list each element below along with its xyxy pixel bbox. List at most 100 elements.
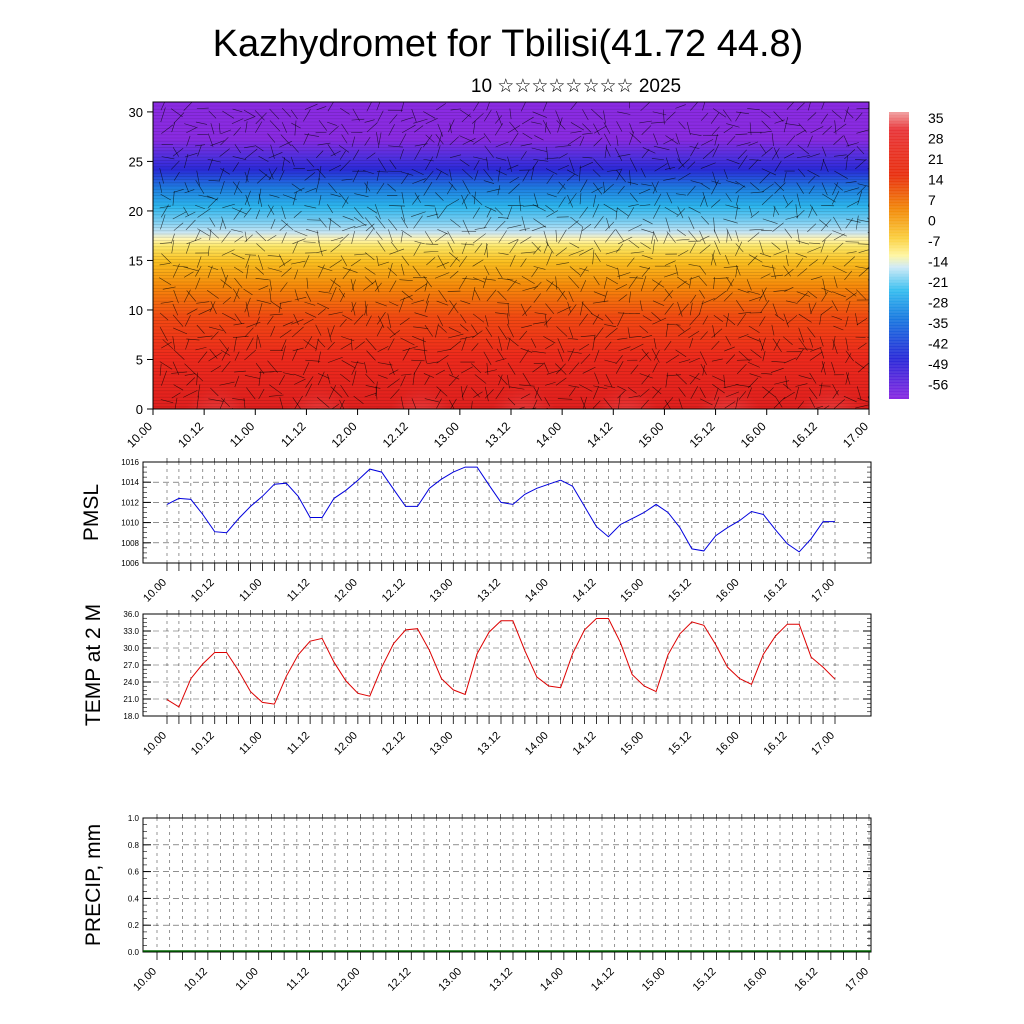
x-tick-label: 12.00 bbox=[335, 966, 363, 994]
y-tick-label: 18.0 bbox=[123, 712, 139, 721]
x-tick-label: 13.12 bbox=[475, 577, 503, 605]
y-tick-label: 24.0 bbox=[123, 678, 139, 687]
x-tick-label: 16.12 bbox=[792, 966, 820, 994]
x-tick-label: 11.12 bbox=[284, 966, 311, 993]
y-tick-label: 1008 bbox=[121, 539, 139, 548]
heatmap-contours bbox=[153, 102, 869, 409]
y-axis-label: TEMP at 2 M bbox=[82, 604, 105, 726]
colorbar-label: 7 bbox=[928, 192, 936, 208]
colorbar-label: 35 bbox=[928, 110, 944, 126]
x-tick-label: 17.00 bbox=[809, 577, 837, 605]
y-tick-label: 1014 bbox=[121, 478, 139, 487]
heatmap-y-tick-label: 15 bbox=[129, 253, 143, 268]
heatmap-x-tick-label: 14.00 bbox=[533, 419, 564, 450]
x-tick-label: 11.00 bbox=[237, 730, 264, 757]
y-tick-label: 0.6 bbox=[128, 868, 140, 877]
y-tick-label: 30.0 bbox=[123, 644, 139, 653]
y-tick-label: 0.2 bbox=[128, 921, 140, 930]
heatmap-panel: 0 5 10 15 20 25 30 10.00 10.12 11.00 11.12 12.00 12… bbox=[124, 101, 871, 450]
x-tick-label: 16.00 bbox=[741, 966, 769, 994]
heatmap-y-tick-label: 10 bbox=[129, 303, 143, 318]
x-tick-label: 16.12 bbox=[761, 730, 789, 758]
y-tick-label: 0.0 bbox=[128, 948, 140, 957]
x-tick-label: 16.12 bbox=[761, 577, 789, 605]
x-tick-label: 16.00 bbox=[714, 577, 742, 605]
y-tick-label: 1006 bbox=[121, 559, 139, 568]
x-tick-label: 10.00 bbox=[131, 966, 159, 994]
y-tick-label: 1016 bbox=[121, 458, 139, 467]
x-tick-label: 13.00 bbox=[427, 730, 455, 758]
x-tick-label: 13.12 bbox=[475, 730, 503, 758]
x-tick-label: 14.00 bbox=[523, 730, 551, 758]
chart-title: Kazhydromet for Tbilisi(41.72 44.8) bbox=[213, 23, 804, 65]
x-tick-label: 17.00 bbox=[809, 730, 837, 758]
colorbar-label: 21 bbox=[928, 151, 944, 167]
heatmap-y-tick-label: 25 bbox=[129, 154, 143, 169]
x-tick-label: 15.00 bbox=[640, 966, 668, 994]
x-tick-label: 12.12 bbox=[380, 577, 408, 605]
heatmap-x-tick-label: 11.00 bbox=[227, 419, 258, 450]
series-line bbox=[166, 618, 836, 708]
heatmap-x-tick-label: 16.12 bbox=[789, 419, 820, 450]
x-tick-label: 10.12 bbox=[182, 966, 210, 994]
x-tick-label: 14.12 bbox=[571, 730, 599, 758]
colorbar-label: 14 bbox=[928, 172, 944, 188]
x-tick-label: 12.12 bbox=[380, 730, 408, 758]
x-tick-label: 14.12 bbox=[589, 966, 617, 994]
heatmap-x-tick-label: 14.12 bbox=[584, 419, 615, 450]
x-tick-label: 12.12 bbox=[385, 966, 413, 994]
heatmap-x-axis: 10.00 10.12 11.00 11.12 12.00 12.12 13.00 13.12… bbox=[124, 409, 871, 450]
y-tick-label: 1012 bbox=[121, 498, 139, 507]
chart-subtitle: 10 ☆☆☆☆☆☆☆☆ 2025 bbox=[471, 76, 681, 97]
y-tick-label: 1.0 bbox=[128, 814, 140, 823]
y-axis-label: PMSL bbox=[80, 484, 103, 541]
heatmap-y-axis: 0 5 10 15 20 25 30 bbox=[129, 105, 153, 417]
colorbar-label: -35 bbox=[928, 315, 948, 331]
x-tick-label: 15.12 bbox=[691, 966, 719, 994]
x-tick-label: 11.12 bbox=[285, 730, 312, 757]
temp-panel: 18.0 21.0 24.0 27.0 30.0 33.0 36.0 TEMP at 2 M 1… bbox=[82, 604, 872, 758]
x-tick-label: 15.12 bbox=[666, 577, 694, 605]
x-tick-label: 13.12 bbox=[487, 966, 515, 994]
x-tick-label: 13.00 bbox=[436, 966, 464, 994]
heatmap-x-tick-label: 11.12 bbox=[278, 419, 309, 450]
x-tick-label: 15.00 bbox=[618, 730, 646, 758]
x-tick-label: 10.00 bbox=[141, 577, 169, 605]
y-tick-label: 21.0 bbox=[123, 695, 139, 704]
heatmap-x-tick-label: 13.12 bbox=[482, 419, 513, 450]
colorbar-label: -7 bbox=[928, 233, 941, 249]
heatmap-x-tick-label: 10.12 bbox=[175, 419, 206, 450]
colorbar: 35 28 21 14 7 0 -7 -14 -21 -28 -35 -42 -49 -56 bbox=[889, 110, 948, 399]
y-axis-label: PRECIP, mm bbox=[82, 824, 105, 946]
heatmap-y-tick-label: 5 bbox=[136, 352, 143, 367]
heatmap-x-tick-label: 16.00 bbox=[738, 419, 769, 450]
y-tick-label: 27.0 bbox=[123, 661, 139, 670]
colorbar-label: -56 bbox=[928, 377, 948, 393]
x-tick-label: 14.00 bbox=[523, 577, 551, 605]
x-tick-label: 11.00 bbox=[233, 966, 260, 993]
heatmap-x-tick-label: 15.00 bbox=[635, 419, 666, 450]
x-tick-label: 12.00 bbox=[332, 730, 360, 758]
series-line bbox=[166, 466, 835, 553]
colorbar-label: 28 bbox=[928, 131, 944, 147]
colorbar-label: 0 bbox=[928, 213, 936, 229]
heatmap-x-tick-label: 13.00 bbox=[431, 419, 462, 450]
y-tick-label: 36.0 bbox=[123, 610, 139, 619]
y-tick-label: 33.0 bbox=[123, 627, 139, 636]
x-tick-label: 17.00 bbox=[843, 966, 871, 994]
heatmap-x-tick-label: 12.00 bbox=[329, 419, 360, 450]
colorbar-label: -14 bbox=[928, 254, 948, 270]
heatmap-y-tick-label: 30 bbox=[129, 105, 143, 120]
colorbar-label: -49 bbox=[928, 356, 948, 372]
x-tick-label: 10.00 bbox=[141, 730, 169, 758]
x-tick-label: 10.12 bbox=[189, 577, 217, 605]
x-tick-label: 16.00 bbox=[714, 730, 742, 758]
pmsl-panel: 1006 1008 1010 1012 1014 1016 PMSL 10.00 10.12 11… bbox=[80, 458, 872, 605]
x-tick-label: 10.12 bbox=[189, 730, 217, 758]
colorbar-label: -21 bbox=[928, 274, 948, 290]
heatmap-x-tick-label: 10.00 bbox=[124, 419, 155, 450]
x-tick-label: 15.12 bbox=[666, 730, 694, 758]
heatmap-x-tick-label: 15.12 bbox=[687, 419, 718, 450]
x-tick-label: 15.00 bbox=[618, 577, 646, 605]
precip-panel: 0.0 0.2 0.4 0.6 0.8 1.0 PRECIP, mm 10.00 10.12 11… bbox=[82, 814, 872, 994]
